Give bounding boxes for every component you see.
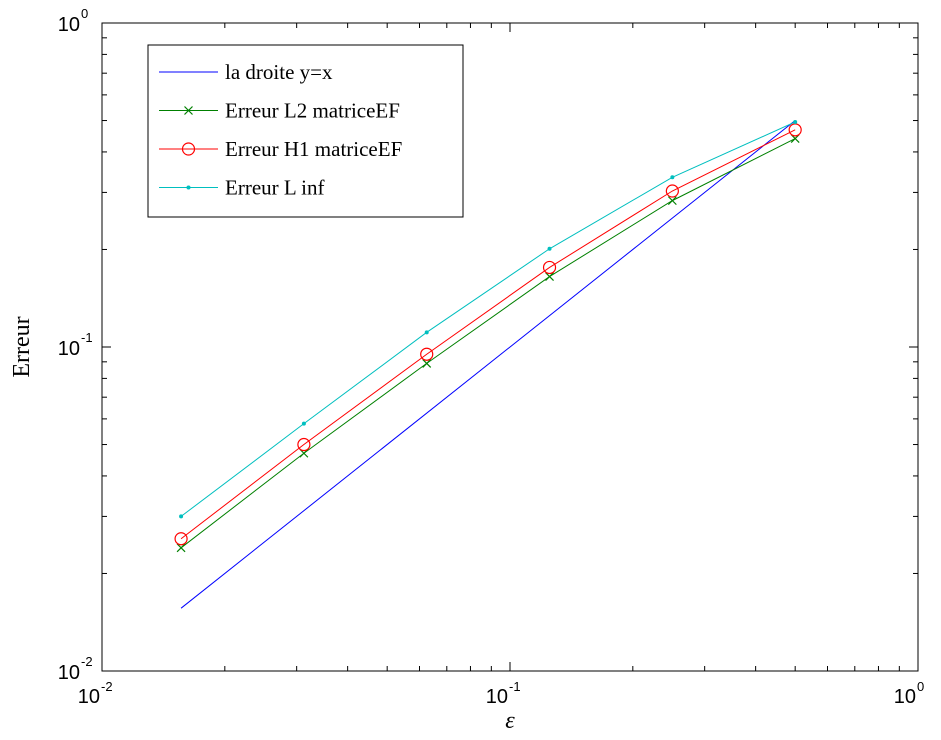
legend-item: Erreur L2 matriceEF xyxy=(159,99,400,123)
legend-label: Erreur L2 matriceEF xyxy=(225,99,400,123)
data-point xyxy=(301,421,306,426)
legend-marker xyxy=(181,142,196,156)
data-point xyxy=(299,448,309,458)
legend: la droite y=x Erreur L2 matriceEF Erreur H… xyxy=(147,44,464,218)
series-layer xyxy=(174,119,802,609)
data-point xyxy=(424,330,429,335)
legend-item: Erreur L inf xyxy=(159,176,325,200)
x-tick-exponent: -2 xyxy=(101,679,113,694)
x-tick-label: 10 xyxy=(894,686,916,708)
y-tick-label: 10 xyxy=(58,662,80,684)
data-point xyxy=(670,175,675,180)
series-3 xyxy=(174,123,802,546)
x-tick-label: 10 xyxy=(78,686,100,708)
series-1 xyxy=(180,120,796,609)
y-tick-label: 10 xyxy=(58,338,80,360)
x-axis-title: ε xyxy=(505,708,515,734)
marker-stroke xyxy=(422,358,432,368)
legend-marker xyxy=(184,106,193,115)
x-tick-exponent: -1 xyxy=(509,679,521,694)
y-tick-exponent: -2 xyxy=(81,654,93,669)
data-point xyxy=(174,532,188,546)
legend-box xyxy=(147,44,464,218)
data-point xyxy=(547,246,552,251)
data-point xyxy=(176,543,186,553)
y-tick-exponent: 0 xyxy=(81,6,88,21)
marker-stroke xyxy=(184,106,193,115)
marker-stroke xyxy=(176,543,186,553)
data-point xyxy=(545,272,554,281)
data-point xyxy=(793,119,798,124)
data-point xyxy=(542,260,557,275)
x-tick-exponent: 0 xyxy=(917,679,924,694)
y-tick-label: 10 xyxy=(58,14,80,36)
data-point xyxy=(297,437,311,452)
legend-label: Erreur H1 matriceEF xyxy=(225,137,402,161)
x-tick-label: 10 xyxy=(486,686,508,708)
y-axis-title: Erreur xyxy=(9,316,35,377)
data-point xyxy=(179,514,184,519)
marker-stroke xyxy=(667,196,677,206)
series-4 xyxy=(179,119,798,519)
legend-marker xyxy=(186,185,191,190)
series-line xyxy=(180,138,796,549)
legend-label: la droite y=x xyxy=(225,60,333,84)
y-tick-exponent: -1 xyxy=(81,330,93,345)
series-line xyxy=(180,121,796,517)
series-line xyxy=(180,120,796,609)
legend-label: Erreur L inf xyxy=(225,176,325,200)
data-point xyxy=(422,358,432,368)
marker-stroke xyxy=(545,272,554,281)
marker-stroke xyxy=(299,448,309,458)
data-point xyxy=(420,347,434,361)
data-point xyxy=(665,184,679,198)
series-line xyxy=(180,129,796,540)
legend-item: Erreur H1 matriceEF xyxy=(159,137,402,161)
data-point xyxy=(667,196,677,206)
legend-item: la droite y=x xyxy=(159,60,333,84)
